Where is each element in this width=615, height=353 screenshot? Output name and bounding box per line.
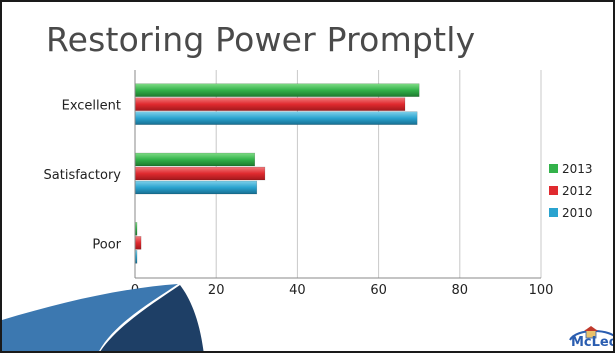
x-tick-label: 40 (289, 283, 306, 298)
bar-2013-excellent (134, 83, 420, 97)
axes: 020406080100ExcellentSatisfactoryPoor (44, 70, 554, 298)
category-label: Poor (92, 237, 121, 252)
company-logo-icon (569, 326, 613, 341)
bar-2012-satisfactory (134, 166, 266, 181)
bars (134, 83, 420, 264)
x-tick-label: 60 (370, 283, 387, 298)
decorative-swoosh (2, 284, 178, 351)
legend-label-2010: 2010 (562, 206, 593, 220)
company-logo-text: McLeod (571, 335, 613, 350)
legend-swatch-2010 (549, 208, 558, 217)
legend: 2013 2012 2010 (549, 162, 593, 220)
bar-2012-poor (134, 236, 142, 250)
legend-label-2012: 2012 (562, 184, 593, 198)
slide-title: Restoring Power Promptly (46, 20, 476, 59)
legend-swatch-2012 (549, 186, 558, 195)
x-tick-label: 20 (208, 283, 225, 298)
legend-label-2013: 2013 (562, 162, 593, 176)
category-label: Satisfactory (44, 168, 122, 183)
bar-2010-excellent (134, 111, 418, 125)
bar-2012-excellent (134, 97, 406, 111)
x-tick-label: 80 (452, 283, 469, 298)
category-label: Excellent (62, 99, 121, 114)
bar-2010-satisfactory (134, 180, 258, 195)
decorative-swoosh-shadow (100, 285, 204, 351)
legend-swatch-2013 (549, 164, 558, 173)
bar-2013-satisfactory (134, 152, 256, 167)
x-tick-label: 100 (529, 283, 554, 298)
